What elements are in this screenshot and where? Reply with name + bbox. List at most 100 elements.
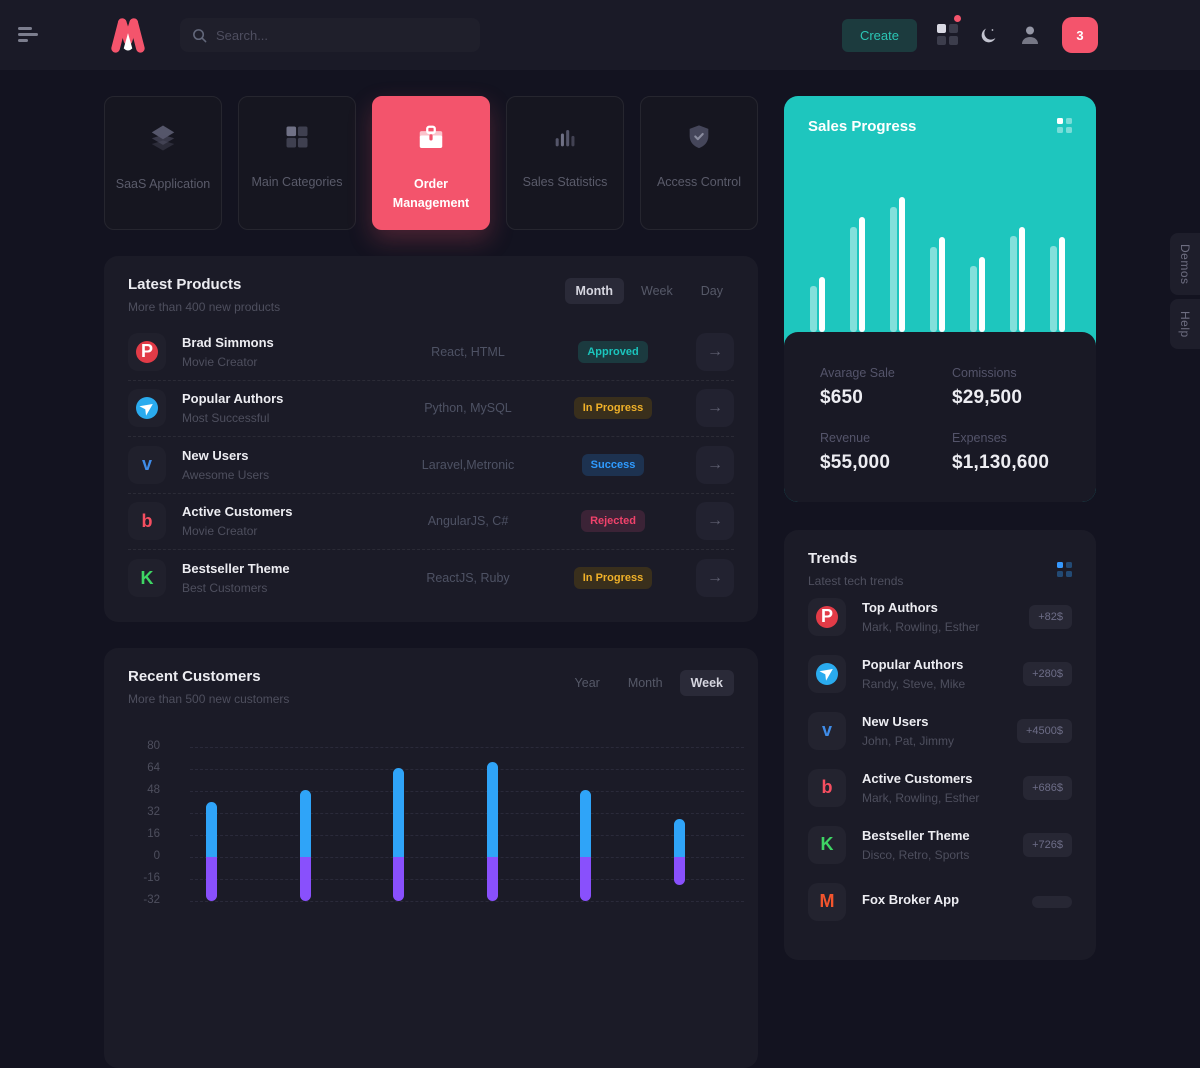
panel-subtitle: More than 500 new customers	[128, 692, 290, 706]
trend-title[interactable]: Active Customers	[862, 770, 973, 786]
trend-amount-badge	[1032, 895, 1072, 908]
sales-bar-current	[1059, 237, 1065, 332]
beats-icon: b	[808, 768, 846, 807]
panel-subtitle: More than 400 new products	[128, 300, 281, 314]
customers-bar-positive	[393, 767, 404, 857]
y-axis-label: -32	[143, 894, 160, 906]
sales-bar-previous	[930, 247, 937, 332]
nav-card-label: Access Control	[656, 175, 742, 189]
sales-progress-chart	[784, 96, 1096, 332]
y-axis-label: -16	[143, 872, 160, 884]
trend-title[interactable]: Popular Authors	[862, 656, 964, 672]
help-side-tab[interactable]: Help	[1170, 299, 1200, 349]
customers-bar-negative	[206, 857, 217, 901]
sales-stats-panel: Avarage Sale $650 Comissions $29,500 Reven…	[784, 332, 1096, 502]
trend-title[interactable]: Top Authors	[862, 599, 938, 615]
trends-list: P Top Authors Mark, Rowling, Esther +82$ …	[784, 588, 1096, 930]
nav-card-label: Sales Statistics	[522, 175, 608, 189]
trend-title[interactable]: New Users	[862, 713, 929, 729]
row-arrow-button[interactable]: →	[696, 559, 734, 598]
status-badge: In Progress	[573, 567, 653, 590]
notification-count-button[interactable]: 3	[1062, 17, 1098, 53]
stat-value: $29,500	[952, 387, 1023, 408]
search-input[interactable]	[216, 27, 456, 43]
product-title[interactable]: Popular Authors	[182, 391, 284, 407]
filter-month[interactable]: Month	[627, 676, 663, 690]
nav-card-access-control[interactable]: Access Control	[640, 96, 758, 230]
trend-amount-badge: +82$	[1029, 604, 1072, 629]
sales-bar-previous	[850, 227, 857, 332]
gridline	[190, 857, 744, 858]
trend-subtitle: Disco, Retro, Sports	[862, 847, 970, 862]
kickstarter-icon: K	[128, 559, 166, 598]
sales-bar-current	[1019, 227, 1025, 332]
product-title[interactable]: Active Customers	[182, 504, 293, 520]
filter-week[interactable]: Week	[641, 284, 673, 298]
trend-subtitle: John, Pat, Jimmy	[862, 733, 955, 748]
trend-title[interactable]: Fox Broker App	[862, 891, 960, 907]
filter-week[interactable]: Week	[679, 670, 734, 696]
filter-month[interactable]: Month	[564, 278, 625, 304]
y-axis-label: 32	[147, 806, 160, 818]
gridline	[190, 747, 744, 748]
row-arrow-button[interactable]: →	[696, 445, 734, 484]
recent-customers-panel: Recent Customers More than 500 new custo…	[104, 648, 758, 1068]
product-title[interactable]: Brad Simmons	[182, 334, 274, 350]
row-arrow-button[interactable]: →	[696, 502, 734, 541]
app-logo[interactable]	[108, 17, 148, 53]
customers-bar-positive	[487, 762, 498, 857]
nav-card-label: SaaS Application	[115, 177, 211, 191]
menu-icon[interactable]	[18, 27, 40, 43]
row-arrow-button[interactable]: →	[696, 332, 734, 371]
trend-amount-badge: +4500$	[1016, 718, 1072, 743]
status-badge: Approved	[578, 340, 648, 363]
product-title[interactable]: Bestseller Theme	[182, 561, 290, 577]
trend-title[interactable]: Bestseller Theme	[862, 827, 970, 843]
vimeo-icon: v	[808, 711, 846, 750]
nav-card-order-management[interactable]: Order Management	[372, 96, 490, 230]
vimeo-icon: v	[128, 445, 166, 484]
drag-dots-icon[interactable]	[1057, 562, 1072, 588]
gridline	[190, 769, 744, 770]
search-icon	[193, 28, 207, 42]
product-row: b Active Customers Movie Creator AngularJ…	[128, 494, 734, 550]
trends-panel: Trends Latest tech trends P Top Authors M…	[784, 530, 1096, 960]
trend-amount-badge: +280$	[1023, 661, 1072, 686]
nav-card-sales-statistics[interactable]: Sales Statistics	[506, 96, 624, 230]
arrow-right-icon: →	[707, 455, 723, 473]
sales-bar-previous	[1010, 236, 1017, 332]
user-menu-button[interactable]	[1018, 23, 1042, 47]
sales-bar-previous	[970, 266, 977, 332]
product-subtitle: Movie Creator	[182, 524, 258, 539]
drag-dots-icon[interactable]	[1057, 118, 1072, 135]
product-title[interactable]: New Users	[182, 447, 249, 463]
y-axis-label: 16	[147, 828, 160, 840]
nav-card-saas-application[interactable]: SaaS Application	[104, 96, 222, 230]
trend-row: M Fox Broker App	[784, 873, 1096, 930]
product-subtitle: Best Customers	[182, 581, 268, 596]
arrow-right-icon: →	[707, 399, 723, 417]
trend-subtitle: Mark, Rowling, Esther	[862, 619, 980, 634]
trend-row: ➤ Popular Authors Randy, Steve, Mike +280…	[784, 645, 1096, 702]
nav-card-label: Order Management	[392, 177, 470, 211]
demos-side-tab[interactable]: Demos	[1170, 233, 1200, 295]
dark-mode-toggle[interactable]	[979, 26, 998, 45]
filter-day[interactable]: Day	[700, 284, 723, 298]
grid-icon	[286, 126, 308, 148]
arrow-right-icon: →	[707, 342, 723, 360]
notification-dot	[954, 15, 961, 22]
customers-bar-negative	[580, 857, 591, 901]
y-axis-label: 64	[147, 762, 160, 774]
product-subtitle: Movie Creator	[182, 354, 258, 369]
row-arrow-button[interactable]: →	[696, 389, 734, 428]
logo-m-icon	[111, 18, 145, 53]
filter-year[interactable]: Year	[574, 676, 600, 690]
create-button[interactable]: Create	[841, 18, 917, 52]
panel-title: Latest Products	[128, 276, 242, 293]
product-row: ➤ Popular Authors Most Successful Python,…	[128, 381, 734, 437]
gridline	[190, 813, 744, 814]
product-tech: AngularJS, C#	[427, 514, 509, 529]
apps-grid-icon[interactable]	[937, 15, 961, 46]
nav-card-main-categories[interactable]: Main Categories	[238, 96, 356, 230]
product-subtitle: Most Successful	[182, 411, 270, 426]
